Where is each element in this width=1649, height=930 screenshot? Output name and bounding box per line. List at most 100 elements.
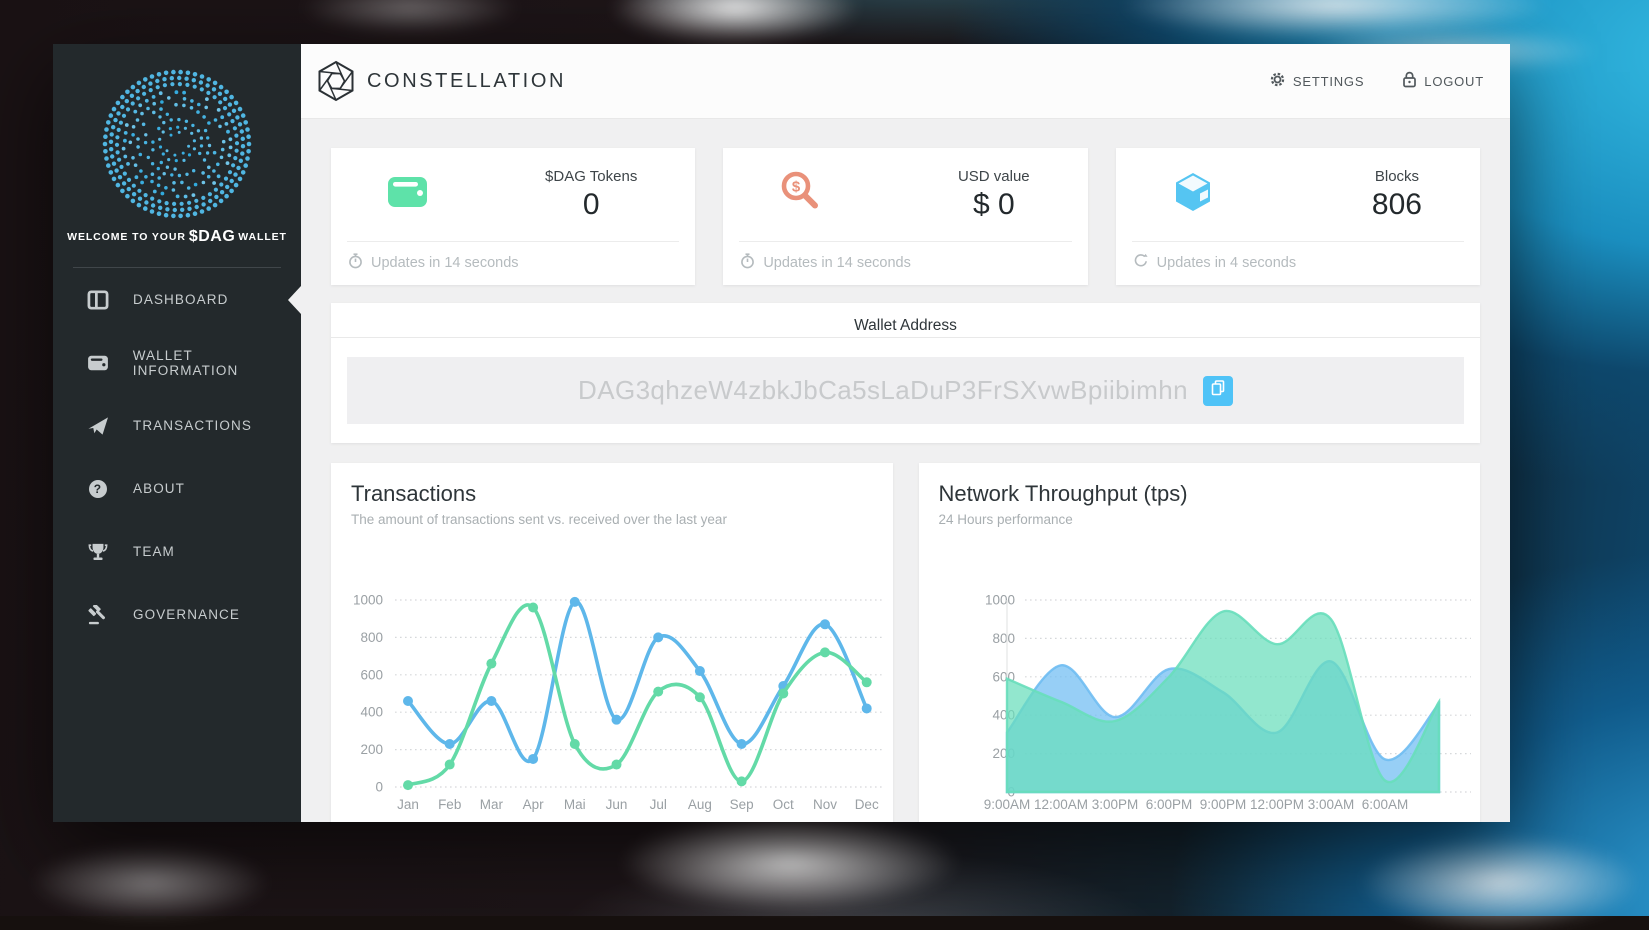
stat-value: 0	[582, 187, 600, 221]
stopwatch-icon	[740, 253, 755, 273]
svg-text:Dec: Dec	[855, 797, 879, 812]
logout-label: LOGOUT	[1424, 73, 1484, 89]
dashboard-icon	[86, 289, 110, 310]
svg-text:1000: 1000	[353, 593, 383, 608]
svg-text:Apr: Apr	[523, 797, 545, 812]
stat-update-text: Updates in 14 seconds	[763, 255, 911, 271]
svg-text:Jul: Jul	[650, 797, 667, 812]
wallet-address-box: DAG3qhzeW4zbkJbCa5sLaDuP3FrSXvwBpiibimhn	[347, 357, 1464, 424]
sidebar-item-team[interactable]: TEAM	[53, 520, 301, 583]
wallet-icon	[86, 354, 110, 372]
gear-icon	[1269, 71, 1286, 91]
welcome-suffix: WALLET	[238, 231, 287, 243]
svg-text:800: 800	[360, 630, 383, 645]
sidebar-nav: DASHBOARD WALLET INFORMATION TRANSACTION…	[53, 268, 301, 646]
transactions-chart: 0 200 400 600 800 1000 Jan Feb Mar Apr Mai Jun Jul Au…	[353, 593, 883, 812]
gavel-icon	[86, 604, 110, 625]
svg-text:0: 0	[375, 780, 383, 795]
wallet-app-window: WELCOME TO YOUR $DAG WALLET DASHBOARD WALL…	[53, 44, 1510, 822]
svg-text:12:00AM: 12:00AM	[1033, 797, 1087, 812]
stat-card-usd-value: $ USD value $ 0 Updates in 14 seconds	[723, 148, 1088, 285]
copy-icon	[1210, 379, 1226, 402]
sidebar-item-transactions[interactable]: TRANSACTIONS	[53, 394, 301, 457]
welcome-prefix: WELCOME TO YOUR	[67, 231, 186, 243]
svg-text:200: 200	[360, 742, 383, 757]
settings-label: SETTINGS	[1292, 73, 1365, 89]
wave-foam	[620, 815, 960, 910]
transactions-subtitle: The amount of transactions sent vs. rece…	[351, 512, 727, 527]
welcome-text: WELCOME TO YOUR $DAG WALLET	[53, 228, 301, 246]
svg-text:Feb: Feb	[438, 797, 461, 812]
sidebar-item-label: TRANSACTIONS	[133, 418, 252, 433]
svg-text:6:00PM: 6:00PM	[1145, 797, 1192, 812]
welcome-token: $DAG	[188, 228, 236, 245]
svg-text:Oct: Oct	[773, 797, 794, 812]
sidebar-item-label: WALLET INFORMATION	[132, 347, 239, 378]
svg-text:Mar: Mar	[480, 797, 504, 812]
svg-text:Nov: Nov	[813, 797, 837, 812]
svg-text:Jan: Jan	[397, 797, 419, 812]
svg-text:400: 400	[360, 705, 383, 720]
stat-label: USD value	[957, 167, 1030, 185]
trophy-icon	[86, 542, 110, 562]
logout-button[interactable]: LOGOUT	[1402, 71, 1484, 91]
svg-text:Sep: Sep	[730, 797, 754, 812]
network-throughput-title: Network Throughput (tps)	[938, 481, 1188, 506]
sidebar-item-label: ABOUT	[133, 481, 186, 496]
question-icon: ?	[86, 479, 110, 499]
wave-foam	[1120, 0, 1550, 40]
svg-text:1000: 1000	[984, 593, 1014, 608]
copy-address-button[interactable]	[1202, 375, 1233, 406]
brand-name: CONSTELLATION	[367, 69, 567, 92]
stat-card-blocks: Blocks 806 Updates in 4 seconds	[1115, 148, 1480, 285]
stat-value: 806	[1371, 187, 1422, 221]
sidebar-divider	[73, 267, 281, 268]
stat-value: $ 0	[972, 187, 1015, 221]
settings-button[interactable]: SETTINGS	[1269, 71, 1364, 91]
stopwatch-icon	[348, 253, 363, 273]
sidebar-item-label: GOVERNANCE	[133, 607, 241, 622]
svg-text:9:00PM: 9:00PM	[1199, 797, 1246, 812]
sync-icon	[1133, 253, 1149, 272]
paper-plane-icon	[86, 416, 110, 436]
svg-text:Mai: Mai	[564, 797, 586, 812]
transactions-card: Transactions The amount of transactions …	[331, 463, 893, 822]
wallet-address-card: Wallet Address DAG3qhzeW4zbkJbCa5sLaDuP3…	[331, 303, 1480, 443]
sidebar-item-about[interactable]: ? ABOUT	[53, 457, 301, 520]
svg-text:3:00AM: 3:00AM	[1307, 797, 1354, 812]
sidebar-item-label: TEAM	[133, 544, 175, 559]
svg-text:Aug: Aug	[688, 797, 712, 812]
svg-text:Jun: Jun	[606, 797, 628, 812]
svg-text:9:00AM: 9:00AM	[983, 797, 1030, 812]
svg-text:$: $	[792, 179, 801, 196]
wallet-icon	[385, 169, 431, 220]
stat-label: $DAG Tokens	[545, 167, 638, 185]
svg-text:3:00PM: 3:00PM	[1091, 797, 1138, 812]
stat-update-text: Updates in 14 seconds	[371, 255, 519, 271]
stat-update-text: Updates in 4 seconds	[1156, 254, 1297, 271]
svg-text:12:00PM: 12:00PM	[1249, 797, 1303, 812]
dag-logo-sphere	[102, 69, 252, 219]
wave-foam	[610, 0, 860, 44]
network-throughput-subtitle: 24 Hours performance	[938, 512, 1073, 527]
stat-card-dag-tokens: $DAG Tokens 0 Updates in 14 seconds	[331, 148, 696, 285]
wave-foam	[300, 0, 520, 34]
svg-text:600: 600	[360, 667, 383, 682]
constellation-logo-icon	[318, 60, 354, 102]
wallet-address-title: Wallet Address	[331, 303, 1480, 338]
sidebar-item-governance[interactable]: GOVERNANCE	[53, 583, 301, 646]
sidebar-item-wallet-information[interactable]: WALLET INFORMATION	[53, 331, 301, 394]
brand: CONSTELLATION	[314, 57, 566, 105]
svg-text:6:00AM: 6:00AM	[1361, 797, 1408, 812]
svg-text:?: ?	[94, 482, 102, 496]
transactions-title: Transactions	[351, 481, 477, 506]
network-throughput-chart: 020040060080010009:00AM12:00AM3:00PM6:00…	[983, 593, 1471, 812]
lock-icon	[1402, 71, 1417, 91]
dashboard-content: $DAG Tokens 0 Updates in 14 seconds	[301, 119, 1510, 822]
wave-foam	[30, 845, 270, 920]
sidebar: WELCOME TO YOUR $DAG WALLET DASHBOARD WALL…	[53, 44, 301, 822]
stat-label: Blocks	[1374, 167, 1420, 185]
topbar: CONSTELLATION SETTINGS LOGOUT	[301, 44, 1510, 119]
sidebar-item-label: DASHBOARD	[133, 292, 229, 307]
sidebar-item-dashboard[interactable]: DASHBOARD	[53, 268, 301, 331]
